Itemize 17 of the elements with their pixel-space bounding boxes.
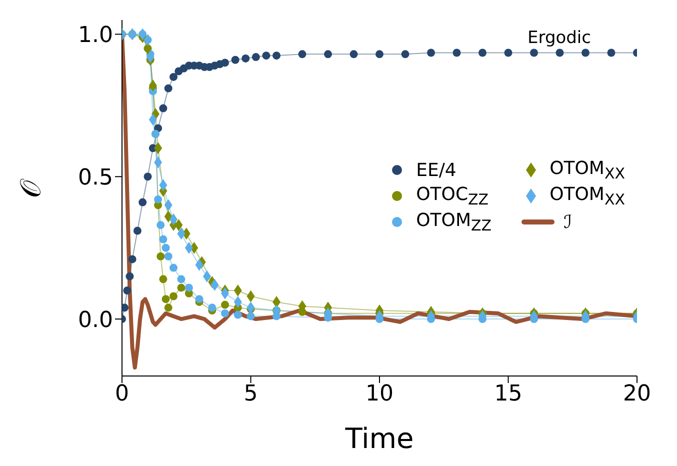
legend-label: ℐ bbox=[564, 212, 572, 232]
legend-label: OTOC$_{ZZ}$ bbox=[416, 184, 489, 208]
annotation: Ergodic bbox=[528, 28, 591, 48]
x-tick-label: 20 bbox=[623, 382, 651, 407]
y-tick-label: 0.5 bbox=[78, 165, 113, 190]
y-tick-label: 0.0 bbox=[78, 308, 113, 333]
x-tick-label: 5 bbox=[244, 382, 258, 407]
x-tick-label: 10 bbox=[366, 382, 394, 407]
x-tick-label: 15 bbox=[494, 382, 522, 407]
legend-label: OTOM$_{XX}$ bbox=[550, 158, 625, 182]
y-axis-title: 𝒪 bbox=[14, 178, 47, 198]
x-tick-label: 0 bbox=[115, 382, 129, 407]
y-tick-label: 1.0 bbox=[78, 23, 113, 48]
x-axis-title: Time bbox=[344, 422, 414, 455]
legend-label: OTOM$_{XX}$ bbox=[550, 184, 625, 208]
legend-label: OTOM$_{ZZ}$ bbox=[416, 210, 492, 234]
legend-label: EE/4 bbox=[416, 160, 456, 180]
